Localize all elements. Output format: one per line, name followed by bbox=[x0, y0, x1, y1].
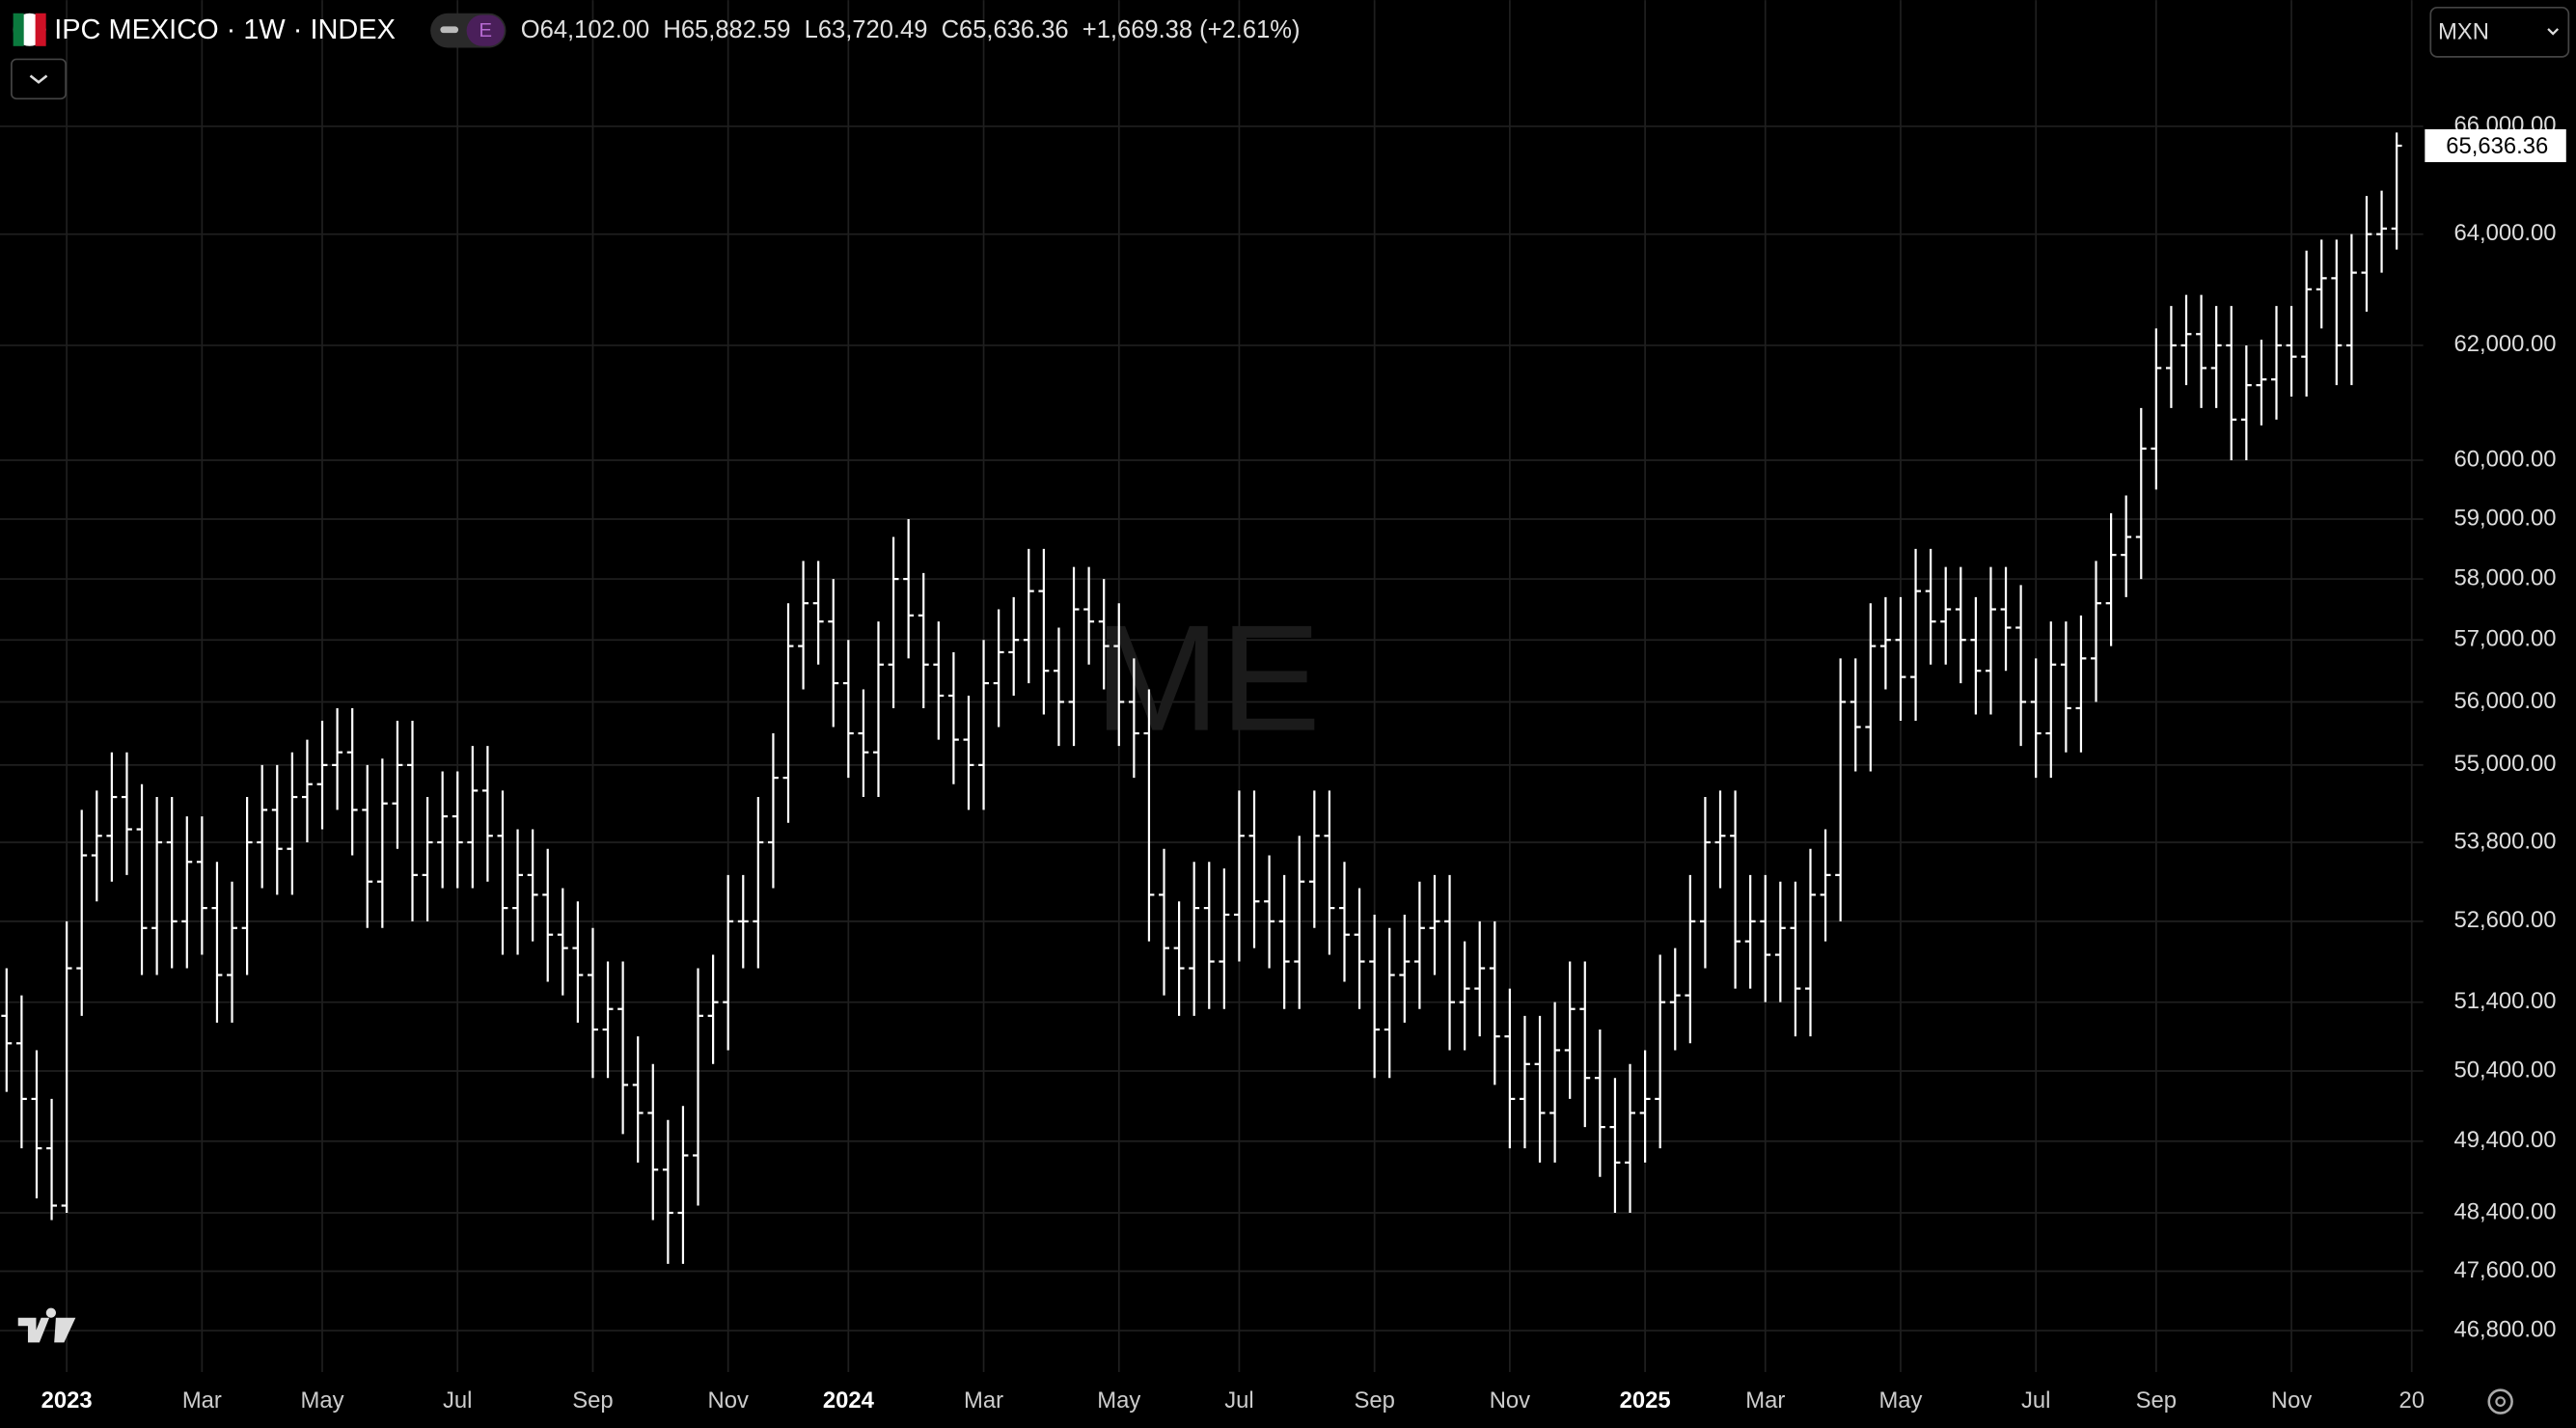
chevron bbox=[29, 74, 48, 84]
flag-red bbox=[35, 13, 46, 46]
x-tick-label: Sep bbox=[2136, 1387, 2177, 1414]
x-tick-label: 2025 bbox=[1620, 1387, 1671, 1414]
x-tick-label: Mar bbox=[182, 1387, 222, 1414]
y-tick-label: 46,800.00 bbox=[2454, 1316, 2557, 1342]
axis: 46,800.00 47,600.00 48,400.00 49,400.00 50,4… bbox=[41, 112, 2566, 1414]
y-tick-label: 55,000.00 bbox=[2454, 751, 2557, 777]
settings-icon[interactable] bbox=[2487, 1388, 2513, 1414]
logo[interactable] bbox=[17, 1307, 56, 1343]
x-tick-label: Mar bbox=[964, 1387, 1003, 1414]
badge: E bbox=[479, 20, 492, 41]
last-price-label: 65,636.36 bbox=[2446, 133, 2548, 159]
ohlc-legend: O64,102.00 H65,882.59 L63,720.49 C65,636… bbox=[521, 16, 1301, 43]
y-tick-label: 50,400.00 bbox=[2454, 1057, 2557, 1083]
x-tick-label: Nov bbox=[2271, 1387, 2312, 1414]
bars bbox=[1, 132, 2402, 1264]
x-tick-label: Nov bbox=[707, 1387, 748, 1414]
y-tick-label: 58,000.00 bbox=[2454, 564, 2557, 590]
toggle-knob bbox=[440, 26, 459, 34]
collapse-button[interactable] bbox=[11, 58, 67, 100]
x-tick-label: Jul bbox=[2021, 1387, 2050, 1414]
y-tick-label: 53,800.00 bbox=[2454, 828, 2557, 854]
x-tick-label: Jul bbox=[1224, 1387, 1253, 1414]
badge-bg bbox=[466, 14, 505, 46]
x-tick-label: Nov bbox=[1490, 1387, 1530, 1414]
y-tick-label: 52,600.00 bbox=[2454, 907, 2557, 933]
watermark: ME bbox=[1094, 594, 1321, 763]
x-tick-label: May bbox=[1878, 1387, 1922, 1414]
x-tick-label: Jul bbox=[443, 1387, 472, 1414]
x-tick-label: 2023 bbox=[41, 1387, 93, 1414]
settings-icon-center bbox=[2495, 1396, 2507, 1407]
x-tick-label: Mar bbox=[1745, 1387, 1785, 1414]
y-tick-label: 56,000.00 bbox=[2454, 688, 2557, 714]
y-tick-label: 59,000.00 bbox=[2454, 505, 2557, 531]
symbol-title[interactable]: IPC MEXICO · 1W · INDEX bbox=[54, 14, 396, 45]
y-tick-label: 48,400.00 bbox=[2454, 1198, 2557, 1224]
y-tick-label: 51,400.00 bbox=[2454, 988, 2557, 1014]
x-tick-label: May bbox=[1097, 1387, 1140, 1414]
y-tick-label: 57,000.00 bbox=[2454, 626, 2557, 652]
currency: MXN bbox=[2438, 18, 2489, 44]
y-tick-label: 62,000.00 bbox=[2454, 331, 2557, 357]
x-tick-label: Sep bbox=[572, 1387, 613, 1414]
y-tick-label: 64,000.00 bbox=[2454, 220, 2557, 246]
grid bbox=[0, 0, 2424, 1372]
x-tick-label: 2024 bbox=[823, 1387, 875, 1414]
currency-select[interactable] bbox=[2429, 6, 2570, 58]
last-price-box bbox=[2425, 128, 2566, 163]
y-tick-label: 47,600.00 bbox=[2454, 1257, 2557, 1283]
x-tick-label: May bbox=[300, 1387, 343, 1414]
logo bbox=[54, 1317, 76, 1343]
y-tick-label: 60,000.00 bbox=[2454, 446, 2557, 472]
x-tick-label: Sep bbox=[1354, 1387, 1394, 1414]
flag-green bbox=[13, 13, 24, 46]
chevron bbox=[2547, 28, 2560, 36]
x-tick-label: 20 bbox=[2398, 1387, 2425, 1414]
y-tick-label: 49,400.00 bbox=[2454, 1127, 2557, 1153]
